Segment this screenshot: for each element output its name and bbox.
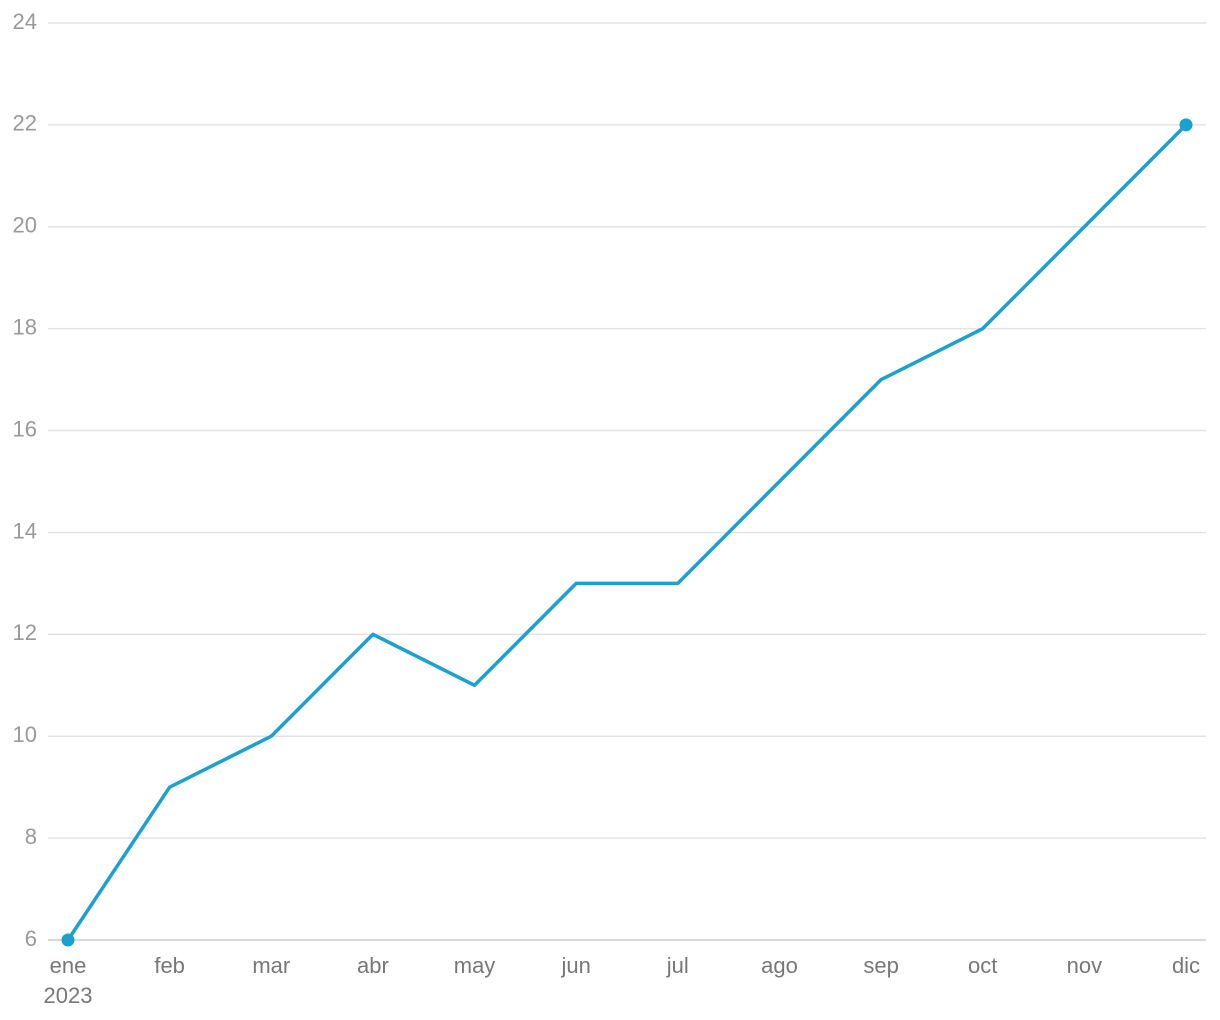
point [61, 933, 75, 947]
x-tick-label: ago [761, 953, 798, 978]
y-tick-label: 12 [13, 620, 37, 645]
x-tick-label: sep [863, 953, 898, 978]
x-tick-label: feb [154, 953, 185, 978]
y-tick-label: 6 [25, 926, 37, 951]
y-tick-label: 20 [13, 213, 37, 238]
x-tick-label: jun [561, 953, 591, 978]
x-year-label: 2023 [44, 983, 93, 1008]
y-tick-label: 10 [13, 722, 37, 747]
line [66, 123, 1188, 941]
x-tick-label: dic [1172, 953, 1200, 978]
x-tick-label: ene [50, 953, 87, 978]
x-tick-label: nov [1067, 953, 1102, 978]
x-tick-label: jul [666, 953, 689, 978]
y-tick-label: 8 [25, 824, 37, 849]
x-tick-label: may [454, 953, 496, 978]
y-tick-label: 16 [13, 416, 37, 441]
x-tick-label: oct [968, 953, 997, 978]
y-tick-label: 22 [13, 111, 37, 136]
y-tick-label: 24 [13, 9, 37, 34]
x-tick-label: abr [357, 953, 389, 978]
x-tick-label: mar [252, 953, 290, 978]
point [1179, 118, 1193, 132]
y-tick-label: 14 [13, 518, 37, 543]
y-tick-label: 18 [13, 314, 37, 339]
